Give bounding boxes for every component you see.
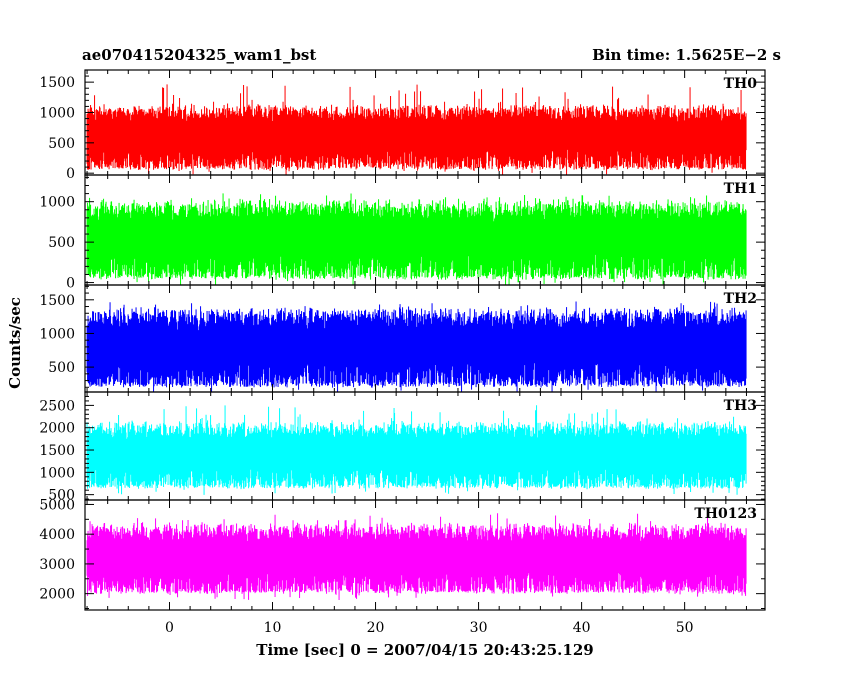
panel-label: TH0 [724,76,758,92]
panels-group: 0 500 1000 1500 TH0 0 500 1000 TH1 500 1000 1500 TH2… [39,69,766,611]
x-tick-label: 50 [676,620,694,636]
y-axis-label: Counts/sec [6,297,24,389]
y-tick-label: 2000 [39,421,75,437]
series-th1 [86,193,747,285]
panel-th0123: 2000 3000 4000 5000 TH0123 [39,497,766,611]
y-tick-label: 1000 [39,326,75,342]
y-tick-label: 500 [48,136,75,152]
bin-time-label: Bin time: 1.5625E−2 s [592,46,781,64]
panel-th2: 500 1000 1500 TH2 [39,284,766,393]
panel-th1: 0 500 1000 TH1 [39,174,766,292]
y-tick-label: 1000 [39,105,75,121]
panel-frame [84,499,766,611]
y-tick-label: 1500 [39,75,75,91]
x-tick-label: 30 [470,620,488,636]
y-tick-label: 0 [66,166,75,182]
series-th3 [86,405,747,495]
x-tick-label: 0 [165,620,174,636]
y-tick-label: 500 [48,488,75,504]
y-tick-label: 1500 [39,293,75,309]
y-tick-label: 0 [66,276,75,292]
y-tick-label: 1000 [39,195,75,211]
x-axis: 0 10 20 30 40 50 [165,620,694,636]
panel-label: TH1 [724,181,757,197]
panel-th3: 500 1000 1500 2000 2500 TH3 [39,391,766,504]
series-th0 [86,84,747,175]
series-th2 [86,301,747,392]
y-tick-label: 2500 [39,398,75,414]
x-tick-label: 20 [367,620,385,636]
x-axis-label: Time [sec] 0 = 2007/04/15 20:43:25.129 [256,641,593,659]
panel-label: TH2 [724,291,757,307]
y-tick-label: 1500 [39,443,75,459]
panel-label: TH0123 [694,506,757,522]
y-tick-label: 500 [48,360,75,376]
panel-label: TH3 [724,398,757,414]
y-tick-label: 2000 [39,587,75,603]
panel-th0: 0 500 1000 1500 TH0 [39,69,766,182]
series-th0123 [86,513,747,600]
y-tick-label: 5000 [39,497,75,513]
x-tick-label: 40 [573,620,591,636]
y-tick-label: 500 [48,235,75,251]
x-tick-label: 10 [264,620,282,636]
y-tick-label: 4000 [39,527,75,543]
chart-title: ae070415204325_wam1_bst [82,46,316,64]
y-tick-label: 3000 [39,557,75,573]
y-tick-label: 1000 [39,465,75,481]
